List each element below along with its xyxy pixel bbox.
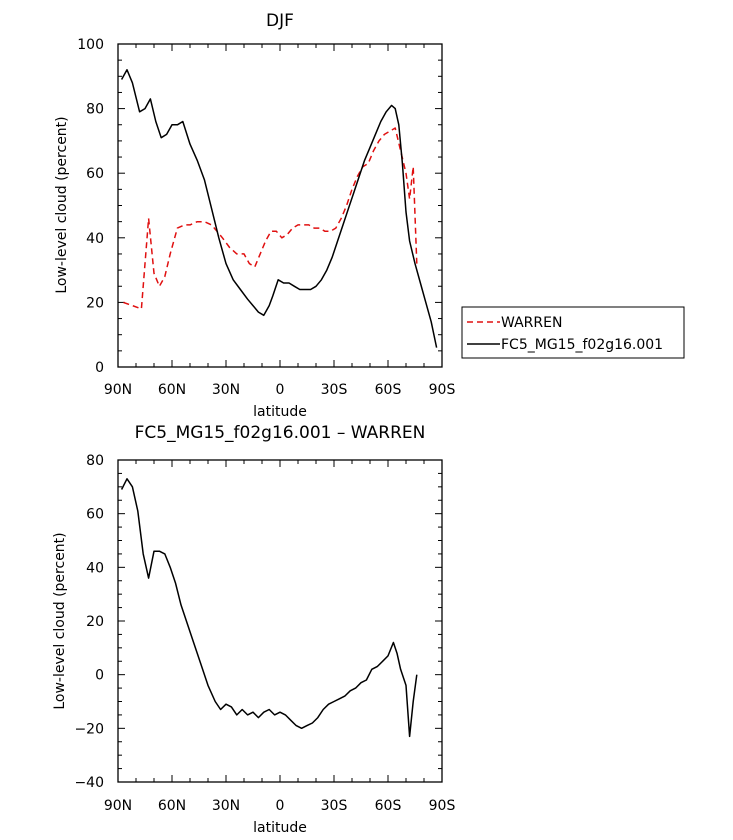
legend-label-model: FC5_MG15_f02g16.001 [501,337,663,353]
top-x-tick-label-90: 90S [429,382,456,398]
legend-label-warren: WARREN [501,315,562,331]
top-x-tick-label-60: 60S [375,382,402,398]
top-y-tick-label-20: 20 [86,295,104,311]
top-y-tick-label-40: 40 [86,231,104,247]
top-series-line-fc5-mg15-f02g16-001 [120,69,438,348]
top-y-tick-labels: 0 20 40 60 80 100 [77,37,104,376]
bottom-y-tick-label-m40: −40 [74,775,104,791]
bottom-x-tick-label-90: 90S [429,798,456,814]
top-x-axis-label: latitude [253,404,307,420]
top-series [120,69,438,348]
bottom-y-tick-label-80: 80 [86,453,104,469]
top-ticks [117,43,443,368]
bottom-x-axis-label: latitude [253,820,307,836]
top-x-tick-label-m60: 60N [158,382,186,398]
top-series-line-warren [123,127,418,310]
bottom-y-axis-label: Low-level cloud (percent) [52,532,68,709]
bottom-y-tick-label-60: 60 [86,507,104,523]
bottom-y-tick-labels: −40 −20 0 20 40 60 80 [74,453,104,791]
bottom-ticks [117,459,443,783]
bottom-series [120,478,418,738]
top-x-tick-label-30: 30S [321,382,348,398]
top-y-tick-label-0: 0 [95,360,104,376]
top-x-tick-labels: 90N 60N 30N 0 30S 60S 90S [104,382,456,398]
bottom-panel: FC5_MG15_f02g16.001 – WARREN −40 −20 0 20 40… [52,423,455,836]
top-y-axis-label: Low-level cloud (percent) [54,116,70,293]
top-y-tick-label-60: 60 [86,166,104,182]
bottom-plot-frame [117,459,443,783]
legend-box [461,306,685,359]
bottom-y-tick-label-m20: −20 [74,721,104,737]
top-y-tick-label-80: 80 [86,102,104,118]
bottom-x-tick-label-m30: 30N [212,798,240,814]
top-chart-title: DJF [266,11,294,31]
bottom-x-tick-label-m90: 90N [104,798,132,814]
bottom-x-tick-label-m60: 60N [158,798,186,814]
top-x-tick-label-m90: 90N [104,382,132,398]
bottom-y-tick-label-20: 20 [86,614,104,630]
top-x-tick-label-0: 0 [276,382,285,398]
legend: WARREN FC5_MG15_f02g16.001 [461,306,685,359]
bottom-y-tick-label-0: 0 [95,668,104,684]
bottom-y-tick-label-40: 40 [86,560,104,576]
top-plot-frame [117,43,443,368]
bottom-series-line-difference [120,478,418,738]
top-x-tick-label-m30: 30N [212,382,240,398]
bottom-x-tick-label-30: 30S [321,798,348,814]
bottom-x-tick-label-0: 0 [276,798,285,814]
bottom-x-tick-labels: 90N 60N 30N 0 30S 60S 90S [104,798,456,814]
top-y-tick-label-100: 100 [77,37,104,53]
bottom-chart-title: FC5_MG15_f02g16.001 – WARREN [135,423,426,443]
bottom-x-tick-label-60: 60S [375,798,402,814]
top-panel: DJF 0 20 40 60 80 100 90N 60N 30N 0 30S 60S 90S lat… [54,11,685,420]
